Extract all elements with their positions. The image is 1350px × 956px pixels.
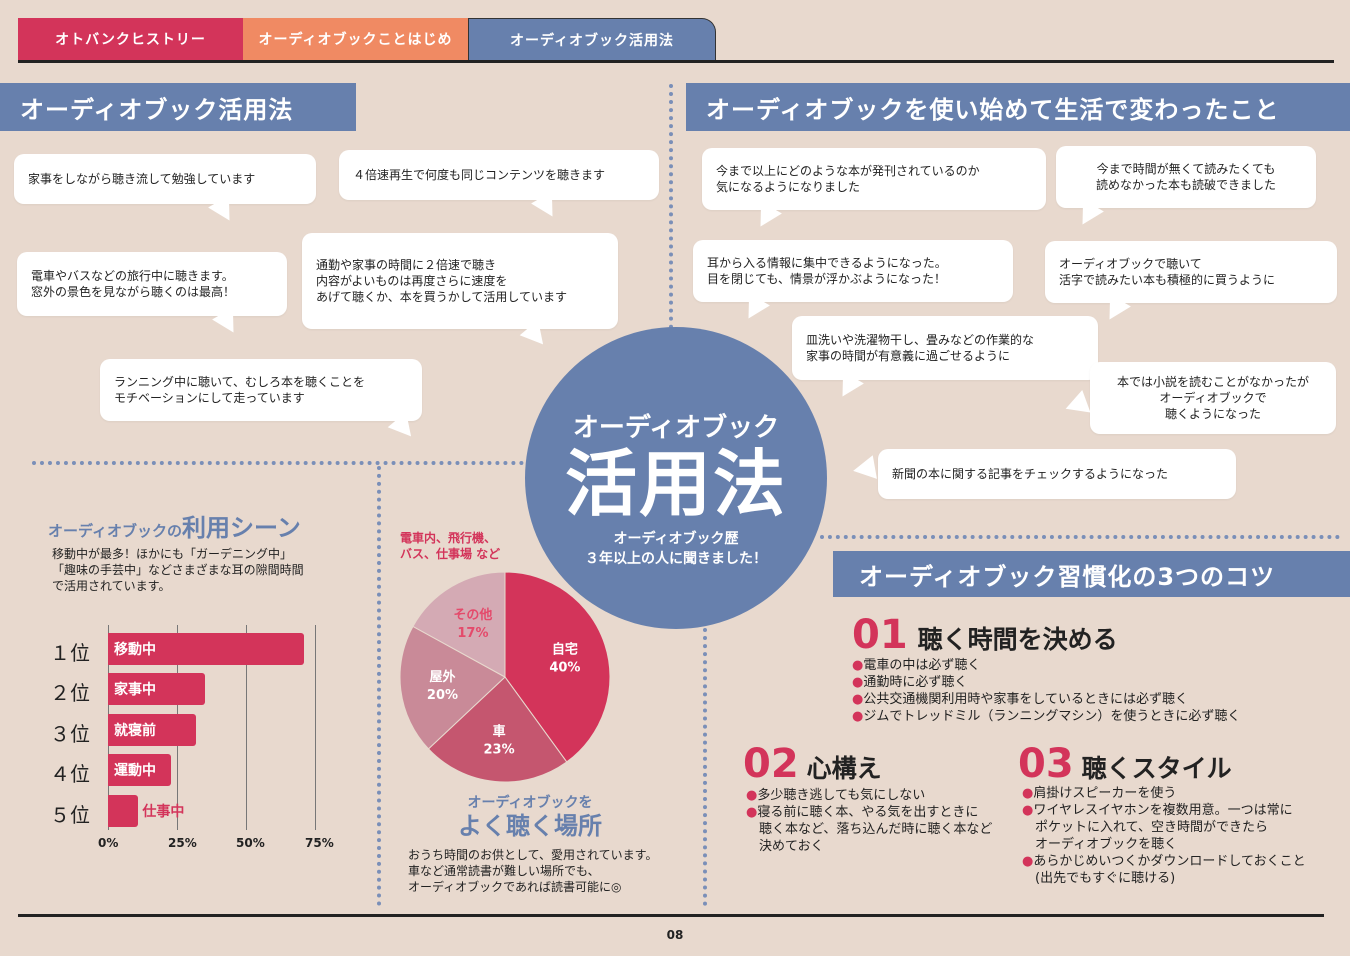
bubble-tail	[851, 455, 877, 483]
speech-bubble: 耳から入る情報に集中できるようになった。 目を閉じても、情景が浮かぶようになった！	[693, 240, 1013, 302]
pie-slice-1	[427, 676, 568, 783]
rank-label: １位	[50, 641, 90, 665]
pie-label: その他	[453, 607, 492, 623]
tip-1-list: ●電車の中は必ず聴く ●通勤時に必ず聴く ●公共交通機関利用時や家事をしていると…	[852, 658, 1241, 724]
tip-title: 聴くスタイル	[1081, 754, 1232, 783]
speech-bubble: オーディオブックで聴いて 活字で読みたい本も積極的に買うように	[1045, 241, 1337, 303]
tip-title: 聴く時間を決める	[917, 625, 1118, 654]
tips-header-text: オーディオブック習慣化の3つのコツ	[859, 562, 1276, 591]
rank-label: ３位	[50, 722, 90, 746]
scene-description: 移動中が最多！ほかにも「ガーデニング中」 「趣味の手芸中」などさまざまな耳の隙間時…	[52, 547, 304, 593]
speech-bubble: ４倍速再生で何度も同じコンテンツを聴きます	[339, 150, 659, 200]
tab-audiobook-usage[interactable]: オーディオブック活用法	[468, 18, 716, 60]
tip-1-heading: 01 聴く時間を決める	[852, 612, 1118, 658]
tip-number: 03	[1018, 741, 1074, 787]
pie-slice-0	[504, 571, 611, 763]
pie-label: 車	[493, 724, 506, 740]
bar-0: 移動中	[108, 633, 304, 665]
tab-otobank-history[interactable]: オトバンクヒストリー	[18, 18, 243, 60]
rank-label: ２位	[50, 681, 90, 705]
grid-line-50	[246, 625, 247, 830]
tab-label: オーディオブック活用法	[509, 32, 675, 49]
rank-label: ５位	[50, 803, 90, 827]
left-header-text: オーディオブック活用法	[20, 95, 294, 124]
tip-3-list: ●肩掛けスピーカーを使う ●ワイヤレスイヤホンを複数用意。一つは常に ポケットに…	[1022, 786, 1306, 886]
pie-label: 屋外	[429, 669, 455, 685]
grid-line-75	[315, 625, 316, 830]
pie-value-label: 20%	[427, 688, 458, 703]
rank-label: ４位	[50, 762, 90, 786]
bar-4: 仕事中	[108, 795, 184, 827]
x-tick: 50%	[236, 836, 265, 850]
speech-bubble: ランニング中に聴いて、むしろ本を聴くことを モチベーションにして走っています	[100, 359, 422, 421]
divider-vertical-left	[377, 466, 381, 906]
speech-bubble: 通勤や家事の時間に２倍速で聴き 内容がよいものは再度さらに速度を あげて聴くか、本を…	[302, 233, 618, 329]
x-tick: 0%	[98, 836, 119, 850]
speech-bubble: 電車やバスなどの旅行中に聴きます。 窓外の景色を見ながら聴くのは最高！	[17, 252, 287, 316]
pie-label: 自宅	[552, 642, 578, 658]
bar-label: 移動中	[114, 642, 156, 658]
tip-2-list: ●多少聴き逃しても気にしない ●寝る前に聴く本、やる気を出すときに 聴く本など、…	[746, 788, 993, 854]
center-title-main: 活用法	[564, 442, 787, 526]
pie-slice-2	[399, 625, 506, 750]
bar-3: 運動中	[108, 754, 172, 786]
speech-bubble: 今まで以上にどのような本が発刊されているのか 気になるようになりました	[702, 148, 1046, 210]
place-title-main: よく聴く場所	[458, 812, 602, 840]
tips-header: オーディオブック習慣化の3つのコツ	[833, 551, 1350, 597]
center-title-top: オーディオブック	[572, 413, 780, 443]
right-header-text: オーディオブックを使い始めて生活で変わったこと	[706, 95, 1280, 124]
speech-bubble: 今まで時間が無くて読みたくても 読めなかった本も読破できました	[1056, 146, 1316, 208]
tab-label: オーディオブックことはじめ	[258, 32, 453, 48]
divider-horizontal-right	[820, 535, 1340, 539]
speech-bubble: 家事をしながら聴き流して勉強しています	[14, 154, 316, 204]
divider-horizontal-left	[32, 461, 524, 465]
bubble-tail	[1061, 389, 1091, 421]
tip-title: 心構え	[806, 754, 882, 783]
place-title: オーディオブックを よく聴く場所	[405, 792, 655, 840]
tip-number: 02	[743, 741, 799, 787]
right-section-header: オーディオブックを使い始めて生活で変わったこと	[686, 83, 1350, 131]
divider-vertical-right	[703, 628, 707, 906]
pie-slice-3	[412, 571, 506, 678]
pie-value-label: 17%	[457, 626, 488, 641]
center-title-circle: オーディオブック 活用法 オーディオブック歴 ３年以上の人に聞きました！	[525, 327, 827, 629]
bottom-divider	[18, 914, 1324, 917]
place-pie-chart: 自宅 40% 車 23% 屋外 20% その他 17%	[399, 571, 611, 783]
speech-bubble: 新聞の本に関する記事をチェックするようになった	[878, 449, 1236, 499]
bar-1: 家事中	[108, 673, 205, 705]
tip-number: 01	[852, 612, 908, 658]
pie-value-label: 23%	[484, 743, 515, 758]
divider-vertical-top	[669, 84, 673, 329]
x-tick: 25%	[168, 836, 197, 850]
place-note: 電車内、飛行機、 バス、仕事場 など	[400, 531, 501, 561]
bar-label: 就寝前	[114, 723, 156, 739]
tip-2-heading: 02 心構え	[743, 741, 882, 787]
tip-3-heading: 03 聴くスタイル	[1018, 741, 1232, 787]
place-description: おうち時間のお供として、愛用されています。 車など通常読書が難しい場所でも、 オーデ…	[408, 848, 658, 894]
top-divider	[18, 60, 1334, 63]
tab-audiobook-intro[interactable]: オーディオブックことはじめ	[243, 18, 468, 60]
scene-title-pre: オーディオブックの	[48, 522, 182, 540]
bar-label: 仕事中	[142, 804, 185, 820]
speech-bubble: 本では小説を読むことがなかったが オーディオブックで 聴くようになった	[1090, 362, 1336, 434]
left-section-header: オーディオブック活用法	[0, 83, 356, 131]
place-title-top: オーディオブックを	[467, 795, 593, 811]
tab-label: オトバンクヒストリー	[55, 32, 206, 48]
scene-title: オーディオブックの利用シーン	[48, 508, 301, 543]
bar-label: 家事中	[114, 682, 156, 698]
speech-bubble: 皿洗いや洗濯物干し、畳みなどの作業的な 家事の時間が有意義に過ごせるように	[792, 316, 1098, 380]
x-tick: 75%	[305, 836, 334, 850]
pie-value-label: 40%	[549, 661, 580, 676]
center-sub-1: オーディオブック歴	[613, 531, 739, 547]
bar-label: 運動中	[114, 763, 156, 779]
scene-title-main: 利用シーン	[181, 514, 301, 542]
center-sub-2: ３年以上の人に聞きました！	[585, 551, 767, 567]
page-number: 08	[666, 928, 684, 942]
bar-2: 就寝前	[108, 714, 197, 746]
